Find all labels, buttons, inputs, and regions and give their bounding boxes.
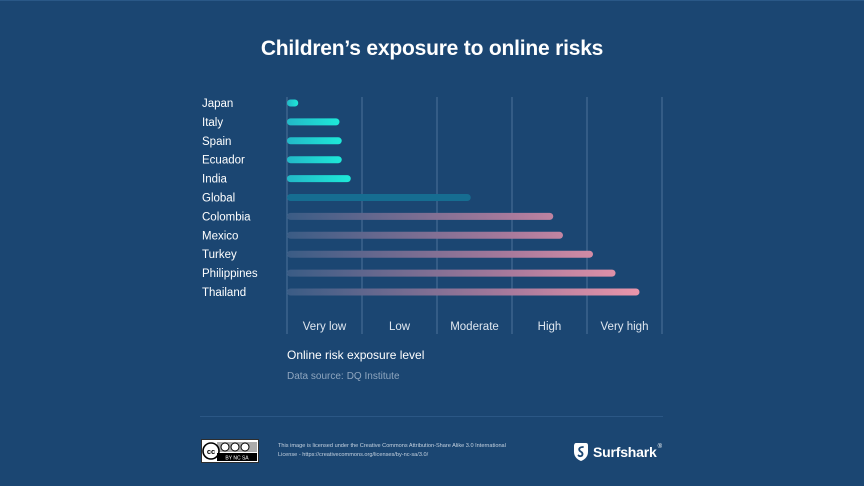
category-label: Italy bbox=[202, 117, 223, 129]
bar-mexico bbox=[287, 231, 563, 239]
category-label: Global bbox=[202, 193, 235, 205]
x-tick-label: Low bbox=[389, 321, 411, 333]
bar-italy bbox=[287, 118, 340, 126]
top-rule bbox=[0, 0, 864, 1]
bar-thailand bbox=[287, 288, 640, 296]
license-text: This image is licensed under the Creativ… bbox=[278, 443, 506, 458]
surfshark-logo-icon bbox=[574, 443, 588, 461]
x-tick-label: High bbox=[538, 321, 562, 333]
cc-license-badge[interactable]: cc BY NC SA bbox=[201, 439, 259, 463]
category-label: Spain bbox=[202, 136, 231, 148]
cc-badge-text: BY NC SA bbox=[225, 456, 249, 462]
category-label: Mexico bbox=[202, 230, 238, 242]
data-source-value: DQ Institute bbox=[346, 371, 400, 382]
category-label: India bbox=[202, 174, 228, 186]
x-tick-label: Moderate bbox=[450, 321, 499, 333]
bar-turkey bbox=[287, 250, 593, 258]
x-tick-label: Very low bbox=[303, 321, 347, 333]
bar-global bbox=[287, 194, 471, 201]
category-label: Colombia bbox=[202, 211, 251, 223]
category-label: Turkey bbox=[202, 249, 237, 261]
brand-registered-mark: ® bbox=[657, 444, 662, 450]
bar-ecuador bbox=[287, 156, 342, 164]
category-label: Thailand bbox=[202, 287, 246, 299]
bar-colombia bbox=[287, 212, 554, 220]
brand-name: Surfshark bbox=[593, 444, 657, 460]
cc-icon: cc BY NC SA bbox=[202, 440, 258, 462]
x-axis-title: Online risk exposure level bbox=[287, 348, 425, 362]
surfshark-logo: Surfshark ® bbox=[573, 441, 662, 463]
svg-text:cc: cc bbox=[207, 447, 215, 456]
x-tick-label: Very high bbox=[601, 321, 649, 333]
bar-japan bbox=[287, 99, 299, 107]
bar-spain bbox=[287, 137, 342, 145]
category-label: Ecuador bbox=[202, 155, 245, 167]
category-label: Philippines bbox=[202, 268, 258, 280]
data-source-label: Data source: bbox=[287, 371, 344, 382]
footer-divider bbox=[200, 416, 663, 417]
chart-title: Children’s exposure to online risks bbox=[260, 37, 604, 60]
bar-philippines bbox=[287, 269, 616, 277]
category-label: Japan bbox=[202, 98, 233, 110]
data-source: Data source: DQ Institute bbox=[287, 371, 400, 382]
bar-india bbox=[287, 175, 351, 183]
